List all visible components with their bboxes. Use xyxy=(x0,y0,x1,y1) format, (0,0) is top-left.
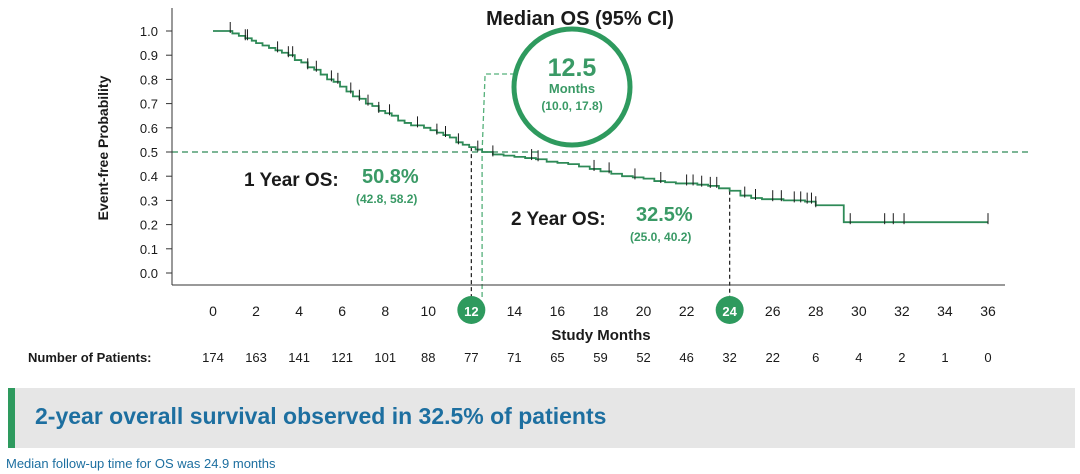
at-risk-value: 1 xyxy=(941,350,948,365)
two-year-ci: (25.0, 40.2) xyxy=(630,230,691,244)
x-tick-label: 6 xyxy=(338,303,346,319)
patients-at-risk-label: Number of Patients: xyxy=(28,350,152,365)
one-year-annotation: 1 Year OS: 50.8% (42.8, 58.2) xyxy=(244,166,419,206)
x-tick-label: 36 xyxy=(980,303,996,319)
y-tick-labels: 0.0 0.1 0.2 0.3 0.4 0.5 0.6 0.7 0.8 0.9 1.0 xyxy=(140,24,158,281)
km-chart: 0 2 4 6 8 10 12 14 16 18 20 22 24 26 28 30 32 34 36 0.00.1… xyxy=(28,8,1032,365)
censor-marks xyxy=(229,22,989,225)
x-tick-label: 24 xyxy=(722,304,737,319)
chart-guides xyxy=(172,73,1032,297)
median-value: 12.5 xyxy=(548,54,597,82)
x-axis-title: Study Months xyxy=(551,327,650,344)
x-tick-label: 10 xyxy=(420,303,436,319)
at-risk-value: 77 xyxy=(464,350,478,365)
at-risk-value: 46 xyxy=(679,350,693,365)
two-year-label: 2 Year OS: xyxy=(511,209,606,230)
two-year-annotation: 2 Year OS: 32.5% (25.0, 40.2) xyxy=(511,204,693,244)
y-tick-label: 0.7 xyxy=(140,97,158,112)
at-risk-value: 2 xyxy=(898,350,905,365)
patients-at-risk-row: 174 163 141 121 101 88 77 71 65 59 52 46 32 22 6 4 2 1 0 xyxy=(202,350,991,365)
x-tick-label: 28 xyxy=(808,303,824,319)
x-tick-label: 22 xyxy=(679,303,695,319)
y-tick-label: 0.0 xyxy=(140,266,158,281)
at-risk-value: 0 xyxy=(984,350,991,365)
at-risk-value: 52 xyxy=(636,350,650,365)
median-badge: 12.5 Months (10.0, 17.8) xyxy=(511,26,633,148)
at-risk-value: 65 xyxy=(550,350,564,365)
x-tick-label: 0 xyxy=(209,303,217,319)
at-risk-value: 22 xyxy=(765,350,779,365)
survival-curve xyxy=(213,30,988,224)
at-risk-value: 121 xyxy=(331,350,353,365)
median-badge-circle xyxy=(511,26,633,148)
y-tick-label: 0.2 xyxy=(140,218,158,233)
y-axis-title: Event-free Probability xyxy=(95,75,111,220)
two-year-value: 32.5% xyxy=(636,204,693,226)
y-tick-label: 0.6 xyxy=(140,121,158,136)
summary-banner-text: 2-year overall survival observed in 32.5… xyxy=(35,403,607,429)
at-risk-value: 71 xyxy=(507,350,521,365)
y-tick-label: 0.1 xyxy=(140,242,158,257)
one-year-value: 50.8% xyxy=(362,166,419,188)
at-risk-value: 4 xyxy=(855,350,862,365)
one-year-ci: (42.8, 58.2) xyxy=(356,192,417,206)
y-tick-label: 0.9 xyxy=(140,48,158,63)
x-tick-label: 26 xyxy=(765,303,781,319)
at-risk-value: 88 xyxy=(421,350,435,365)
y-tick-label: 0.5 xyxy=(140,145,158,160)
survival-curve-group xyxy=(213,30,988,224)
chart-title: Median OS (95% CI) xyxy=(486,8,674,30)
x-tick-label: 8 xyxy=(381,303,389,319)
chart-axes xyxy=(166,8,1005,286)
at-risk-value: 101 xyxy=(374,350,396,365)
y-tick-label: 0.4 xyxy=(140,169,158,184)
x-tick-label: 30 xyxy=(851,303,867,319)
summary-banner: 2-year overall survival observed in 32.5… xyxy=(8,388,1075,448)
median-month-guide xyxy=(481,73,514,297)
x-tick-label: 4 xyxy=(295,303,303,319)
at-risk-value: 6 xyxy=(812,350,819,365)
x-tick-label: 14 xyxy=(507,303,523,319)
footnote: Median follow-up time for OS was 24.9 mo… xyxy=(6,456,276,471)
x-tick-label: 16 xyxy=(550,303,566,319)
x-tick-label: 32 xyxy=(894,303,910,319)
x-tick-label: 20 xyxy=(636,303,652,319)
x-tick-labels: 0 2 4 6 8 10 12 14 16 18 20 22 24 26 28 30 32 34 36 xyxy=(209,296,996,324)
one-year-label: 1 Year OS: xyxy=(244,170,339,191)
y-tick-label: 0.3 xyxy=(140,193,158,208)
at-risk-value: 59 xyxy=(593,350,607,365)
x-tick-label: 2 xyxy=(252,303,260,319)
x-tick-highlight-circle xyxy=(457,296,486,324)
x-tick-label: 18 xyxy=(593,303,609,319)
x-tick-label: 12 xyxy=(464,304,478,319)
x-tick-highlight-circle xyxy=(715,296,744,324)
y-tick-label: 0.8 xyxy=(140,72,158,87)
x-tick-label: 34 xyxy=(937,303,953,319)
y-tick-label: 1.0 xyxy=(140,24,158,39)
at-risk-value: 32 xyxy=(722,350,736,365)
at-risk-value: 163 xyxy=(245,350,267,365)
at-risk-value: 174 xyxy=(202,350,224,365)
median-ci: (10.0, 17.8) xyxy=(541,99,602,113)
at-risk-value: 141 xyxy=(288,350,310,365)
median-unit: Months xyxy=(549,81,595,96)
